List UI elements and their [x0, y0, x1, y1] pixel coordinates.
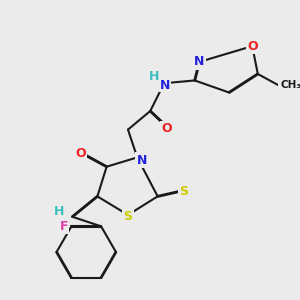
Text: H: H	[54, 205, 64, 218]
Text: S: S	[124, 210, 133, 223]
Text: F: F	[60, 220, 68, 233]
Text: CH₃: CH₃	[280, 80, 300, 90]
Text: N: N	[160, 79, 170, 92]
Text: N: N	[194, 56, 205, 68]
Text: S: S	[179, 185, 188, 198]
Text: H: H	[149, 70, 159, 83]
Text: O: O	[247, 40, 258, 52]
Text: N: N	[137, 154, 147, 167]
Text: O: O	[75, 147, 86, 160]
Text: O: O	[162, 122, 172, 135]
